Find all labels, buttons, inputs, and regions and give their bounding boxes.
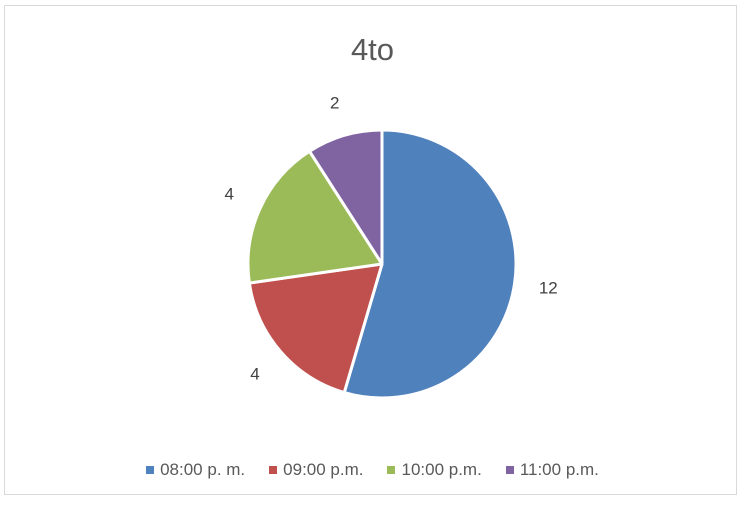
legend-label-0800: 08:00 p. m. (160, 460, 246, 479)
legend-swatch-0800 (146, 466, 155, 474)
chart-legend: 08:00 p. m. 09:00 p.m. 10:00 p.m. 11:00 … (0, 460, 745, 480)
pie-slice-0800 (342, 128, 518, 400)
legend-label-1100: 11:00 p.m. (519, 460, 599, 479)
legend-label-0900: 09:00 p.m. (283, 460, 364, 479)
data-label-0900: 4 (250, 365, 259, 384)
legend-swatch-1000 (387, 466, 396, 474)
pie-data-labels: 12 4 4 2 (224, 93, 557, 383)
legend-item-0900: 09:00 p.m. (269, 460, 363, 480)
legend-item-1100: 11:00 p.m. (505, 460, 599, 480)
legend-label-1000: 10:00 p.m. (401, 460, 482, 479)
data-label-1100: 2 (330, 93, 339, 112)
chart-title: 4to (350, 32, 395, 67)
legend-item-1000: 10:00 p.m. (387, 460, 482, 480)
pie-slice-1000 (246, 149, 384, 285)
legend-swatch-1100 (505, 466, 514, 474)
pie-slices (246, 128, 518, 400)
legend-swatch-0900 (269, 466, 278, 474)
data-label-1000: 4 (224, 185, 233, 204)
pie-slice-0900 (247, 262, 384, 395)
data-label-0800: 12 (539, 278, 558, 297)
pie-slice-1100 (308, 128, 384, 266)
legend-item-0800: 08:00 p. m. (146, 460, 245, 480)
